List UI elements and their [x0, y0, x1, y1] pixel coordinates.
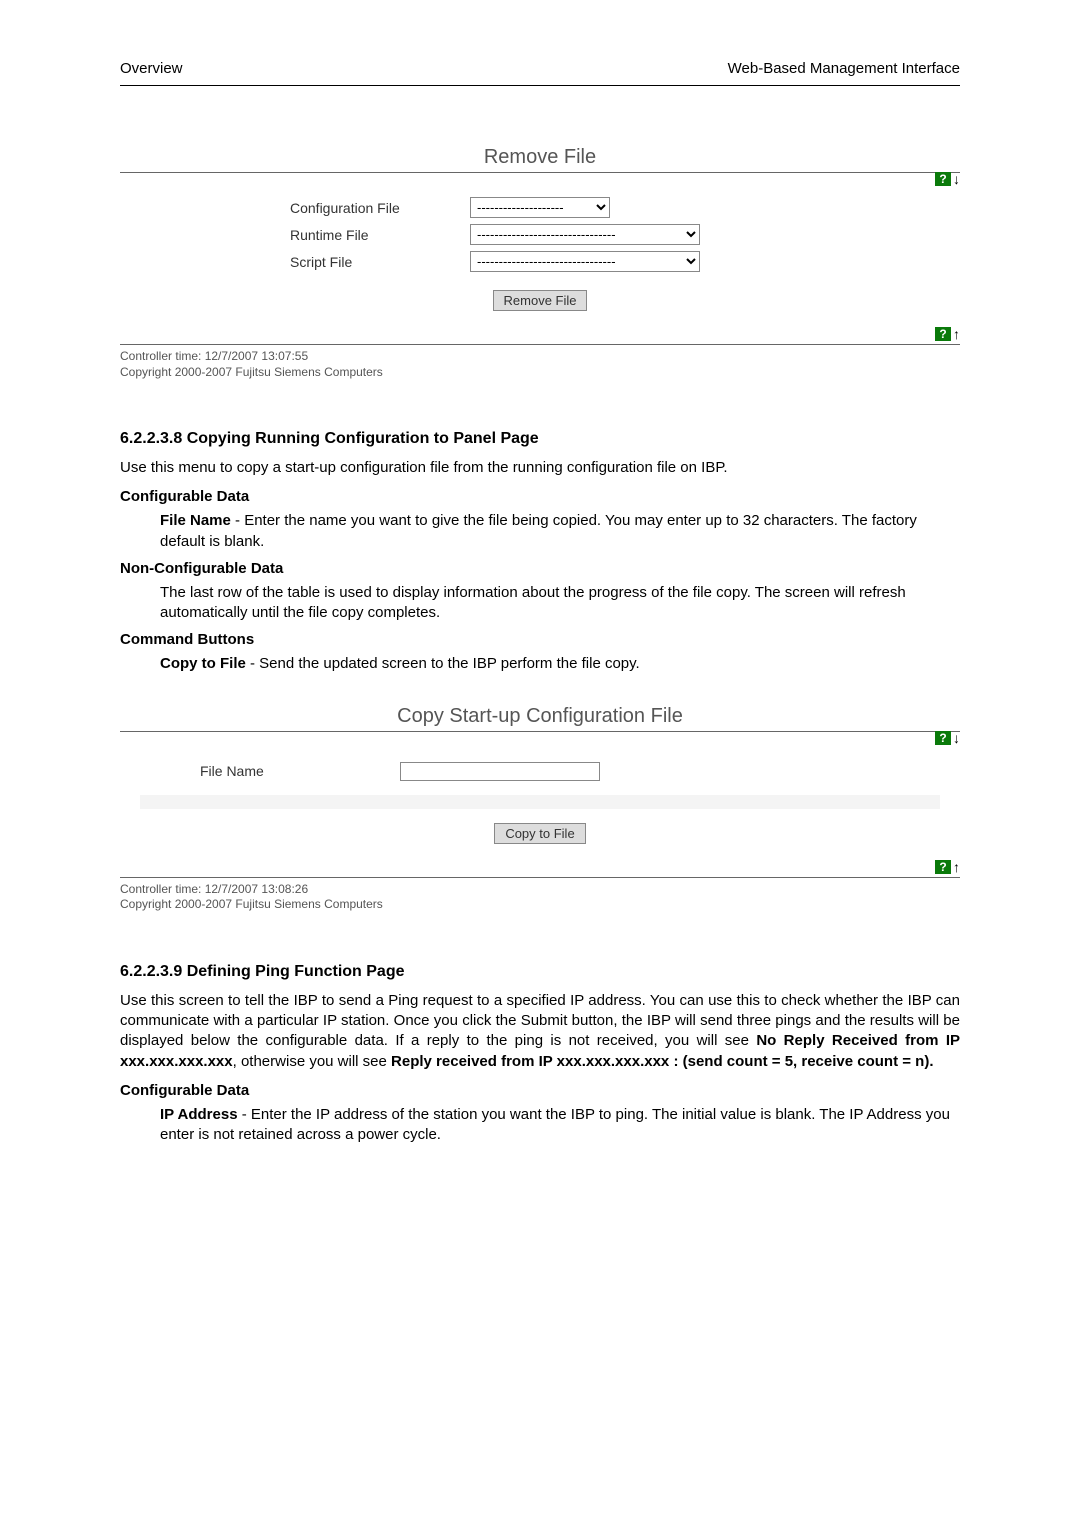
header-underline [120, 85, 960, 86]
help-row-bottom-2: ? ↑ [120, 859, 960, 875]
arrow-up-icon[interactable]: ↑ [953, 326, 960, 342]
ip-address-bold: IP Address [160, 1106, 238, 1123]
controller-info-2: Controller time: 12/7/2007 13:08:26 Copy… [120, 882, 960, 913]
help-row-top: ? ↓ [120, 171, 960, 187]
controller-time-2: Controller time: 12/7/2007 13:08:26 [120, 882, 960, 898]
copy-to-file-button[interactable]: Copy to File [494, 823, 585, 844]
copyright-text: Copyright 2000-2007 Fujitsu Siemens Comp… [120, 365, 960, 381]
runtime-file-select[interactable]: -------------------------------- [470, 224, 700, 245]
nonconfig-text: The last row of the table is used to dis… [160, 583, 960, 624]
script-file-label: Script File [290, 254, 470, 270]
header-left: Overview [120, 60, 183, 77]
section1-intro: Use this menu to copy a start-up configu… [120, 458, 960, 478]
config-data-heading-2: Configurable Data [120, 1082, 960, 1099]
copyright-text-2: Copyright 2000-2007 Fujitsu Siemens Comp… [120, 897, 960, 913]
remove-button-row: Remove File [120, 290, 960, 311]
panel-divider-bottom [120, 344, 960, 345]
arrow-down-icon[interactable]: ↓ [953, 171, 960, 187]
remove-file-form: Configuration File -------------------- … [120, 197, 960, 272]
config-file-label: Configuration File [290, 200, 470, 216]
help-icon[interactable]: ? [935, 860, 951, 874]
copy-to-file-desc: - Send the updated screen to the IBP per… [246, 655, 640, 672]
config-data-text: File Name - Enter the name you want to g… [160, 511, 960, 552]
help-icon[interactable]: ? [935, 731, 951, 745]
arrow-down-icon[interactable]: ↓ [953, 730, 960, 746]
help-row-bottom: ? ↑ [120, 326, 960, 342]
section-heading-2: 6.2.2.3.9 Defining Ping Function Page [120, 963, 960, 981]
file-name-row: File Name [140, 756, 940, 787]
help-icon[interactable]: ? [935, 327, 951, 341]
copy-button-row: Copy to File [120, 823, 960, 844]
copy-config-title: Copy Start-up Configuration File [120, 705, 960, 728]
runtime-file-label: Runtime File [290, 227, 470, 243]
config-data-heading: Configurable Data [120, 488, 960, 505]
remove-file-title: Remove File [120, 146, 960, 169]
remove-file-button[interactable]: Remove File [493, 290, 588, 311]
nonconfig-heading: Non-Configurable Data [120, 560, 960, 577]
controller-time: Controller time: 12/7/2007 13:07:55 [120, 349, 960, 365]
header-right: Web-Based Management Interface [728, 60, 960, 77]
runtime-file-row: Runtime File ---------------------------… [290, 224, 790, 245]
para-mid: , otherwise you will see [233, 1053, 391, 1070]
panel2-divider-bottom [120, 877, 960, 878]
help-icon[interactable]: ? [935, 172, 951, 186]
bold-reply: Reply received from IP xxx.xxx.xxx.xxx :… [391, 1053, 933, 1070]
config-file-row: Configuration File -------------------- [290, 197, 790, 218]
help-row-top-2: ? ↓ [120, 730, 960, 746]
section2-para: Use this screen to tell the IBP to send … [120, 991, 960, 1072]
ip-address-desc: - Enter the IP address of the station yo… [160, 1106, 950, 1143]
page-header: Overview Web-Based Management Interface [120, 60, 960, 77]
remove-file-panel: Remove File ? ↓ Configuration File -----… [120, 146, 960, 380]
ip-address-text: IP Address - Enter the IP address of the… [160, 1105, 960, 1146]
controller-info-1: Controller time: 12/7/2007 13:07:55 Copy… [120, 349, 960, 380]
command-text: Copy to File - Send the updated screen t… [160, 654, 960, 674]
copy-to-file-bold: Copy to File [160, 655, 246, 672]
config-file-select[interactable]: -------------------- [470, 197, 610, 218]
script-file-row: Script File ----------------------------… [290, 251, 790, 272]
command-heading: Command Buttons [120, 631, 960, 648]
file-name-input[interactable] [400, 762, 600, 781]
section-heading-1: 6.2.2.3.8 Copying Running Configuration … [120, 430, 960, 448]
script-file-select[interactable]: -------------------------------- [470, 251, 700, 272]
status-row [140, 795, 940, 809]
arrow-up-icon[interactable]: ↑ [953, 859, 960, 875]
copy-config-panel: Copy Start-up Configuration File ? ↓ Fil… [120, 705, 960, 913]
file-name-bold: File Name [160, 512, 231, 529]
file-name-desc: - Enter the name you want to give the fi… [160, 512, 917, 549]
file-name-label: File Name [200, 763, 400, 779]
